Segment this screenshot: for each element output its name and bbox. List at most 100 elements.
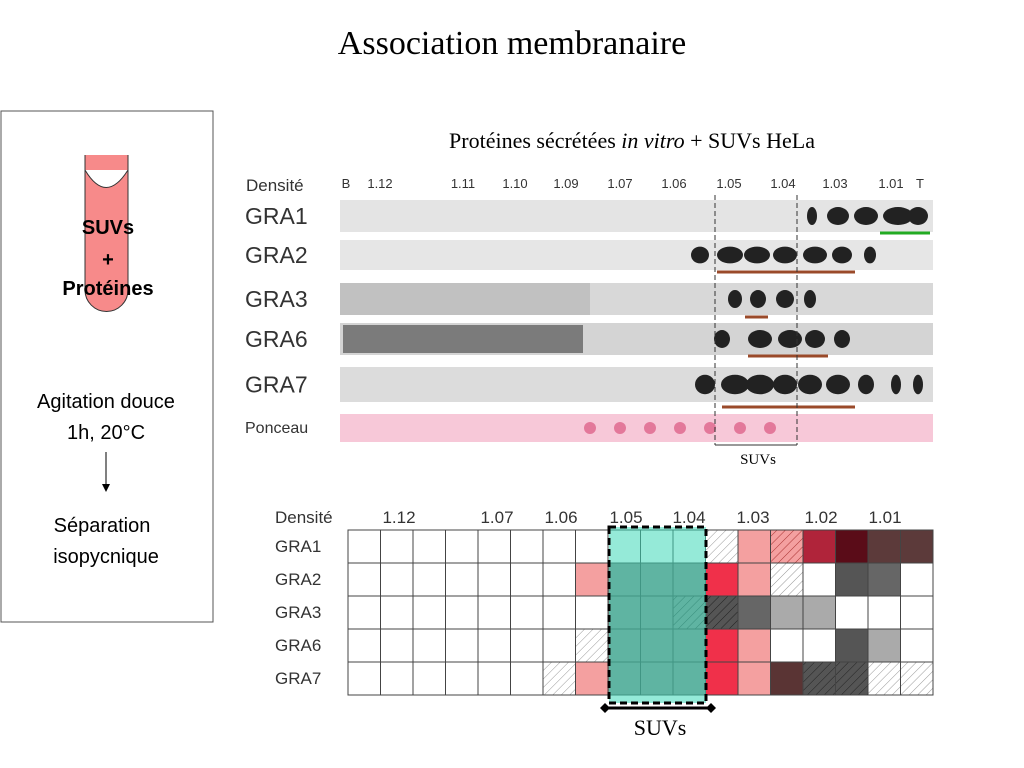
grid-cell bbox=[477, 595, 511, 630]
grid-cell bbox=[575, 595, 609, 630]
row-label: Ponceau bbox=[245, 420, 308, 437]
grid-cell bbox=[737, 595, 771, 630]
band bbox=[748, 330, 772, 348]
band bbox=[776, 290, 794, 308]
row-label: GRA1 bbox=[275, 537, 321, 556]
band bbox=[805, 330, 825, 348]
band bbox=[803, 246, 827, 264]
tube-label: + bbox=[102, 249, 114, 271]
step-text: isopycnique bbox=[53, 546, 159, 568]
density-tick: 1.04 bbox=[672, 508, 705, 527]
grid-cell bbox=[705, 595, 739, 630]
band bbox=[858, 374, 874, 395]
blot-noise bbox=[343, 325, 583, 353]
grid-cell bbox=[575, 529, 609, 564]
grid-cell bbox=[412, 595, 446, 630]
blot: B 1.12 1.11 1.10 1.09 1.07 1.06 1.05 1.04 1.03 1.0… bbox=[245, 176, 933, 468]
grid-cell bbox=[510, 661, 544, 696]
row-label: GRA2 bbox=[245, 242, 308, 268]
grid-cell bbox=[802, 529, 836, 564]
grid-cell bbox=[900, 562, 934, 597]
grid-cell bbox=[802, 628, 836, 663]
band bbox=[826, 374, 850, 395]
grid-cell bbox=[770, 595, 804, 630]
grid-cell bbox=[802, 661, 836, 696]
band bbox=[827, 207, 849, 225]
grid-cell bbox=[900, 661, 934, 696]
row-label: GRA7 bbox=[275, 669, 321, 688]
grid-cell bbox=[347, 595, 381, 630]
grid-cell bbox=[380, 628, 414, 663]
blot-strip bbox=[340, 414, 933, 442]
density-tick: 1.12 bbox=[367, 176, 392, 191]
arrow-head bbox=[102, 484, 110, 492]
grid-cell bbox=[412, 562, 446, 597]
band bbox=[908, 207, 928, 225]
density-tick: 1.05 bbox=[609, 508, 642, 527]
grid-cell bbox=[575, 661, 609, 696]
grid-cell bbox=[835, 529, 869, 564]
grid-cell bbox=[347, 661, 381, 696]
ponceau-spot bbox=[734, 422, 746, 434]
subtitle-part: Protéines sécrétées bbox=[449, 128, 621, 153]
grid-cell bbox=[510, 628, 544, 663]
band bbox=[891, 374, 901, 395]
grid-cell bbox=[380, 562, 414, 597]
grid-cell bbox=[705, 628, 739, 663]
band bbox=[854, 207, 878, 225]
grid-cell bbox=[867, 529, 901, 564]
density-tick: 1.01 bbox=[878, 176, 903, 191]
band bbox=[691, 246, 709, 264]
grid-cell bbox=[867, 562, 901, 597]
density-tick: T bbox=[916, 176, 924, 191]
density-tick: B bbox=[342, 176, 351, 191]
density-tick: 1.11 bbox=[451, 176, 475, 191]
grid-cell bbox=[835, 562, 869, 597]
step-text: Séparation bbox=[54, 515, 151, 537]
grid-cell bbox=[737, 562, 771, 597]
grid-cell bbox=[412, 661, 446, 696]
arrow-end bbox=[706, 703, 716, 713]
grid-cell bbox=[477, 562, 511, 597]
row-label: GRA1 bbox=[245, 203, 308, 229]
band bbox=[717, 246, 743, 264]
grid-cell bbox=[705, 661, 739, 696]
density-label: Densité bbox=[275, 508, 333, 527]
grid-cell bbox=[477, 628, 511, 663]
density-tick: 1.03 bbox=[822, 176, 847, 191]
grid-cell bbox=[445, 628, 479, 663]
density-tick: 1.10 bbox=[502, 176, 527, 191]
band bbox=[714, 330, 730, 348]
title: Association membranaire bbox=[338, 25, 686, 62]
density-tick: 1.04 bbox=[770, 176, 795, 191]
band bbox=[864, 246, 876, 264]
density-tick: 1.06 bbox=[661, 176, 686, 191]
band bbox=[695, 374, 715, 395]
ponceau-spot bbox=[674, 422, 686, 434]
density-tick: 1.02 bbox=[804, 508, 837, 527]
grid-cell bbox=[445, 562, 479, 597]
grid-cell bbox=[835, 628, 869, 663]
row-label: GRA3 bbox=[245, 286, 308, 312]
grid-cell bbox=[542, 529, 576, 564]
density-tick: 1.07 bbox=[607, 176, 632, 191]
ponceau-spot bbox=[614, 422, 626, 434]
grid-cell bbox=[575, 562, 609, 597]
band bbox=[773, 246, 797, 264]
grid-cell bbox=[737, 661, 771, 696]
step-text: 1h, 20°C bbox=[67, 422, 145, 444]
grid-cell bbox=[445, 661, 479, 696]
grid-cell bbox=[867, 628, 901, 663]
density-tick: 1.09 bbox=[553, 176, 578, 191]
grid-cell bbox=[770, 529, 804, 564]
band bbox=[746, 374, 774, 395]
row-label: GRA6 bbox=[245, 326, 308, 352]
grid-cell bbox=[542, 628, 576, 663]
band bbox=[728, 290, 742, 308]
band bbox=[834, 330, 850, 348]
step-text: Agitation douce bbox=[37, 391, 175, 413]
row-label: GRA6 bbox=[275, 636, 321, 655]
density-tick: 1.12 bbox=[382, 508, 415, 527]
band bbox=[750, 290, 766, 308]
row-label: GRA2 bbox=[275, 570, 321, 589]
